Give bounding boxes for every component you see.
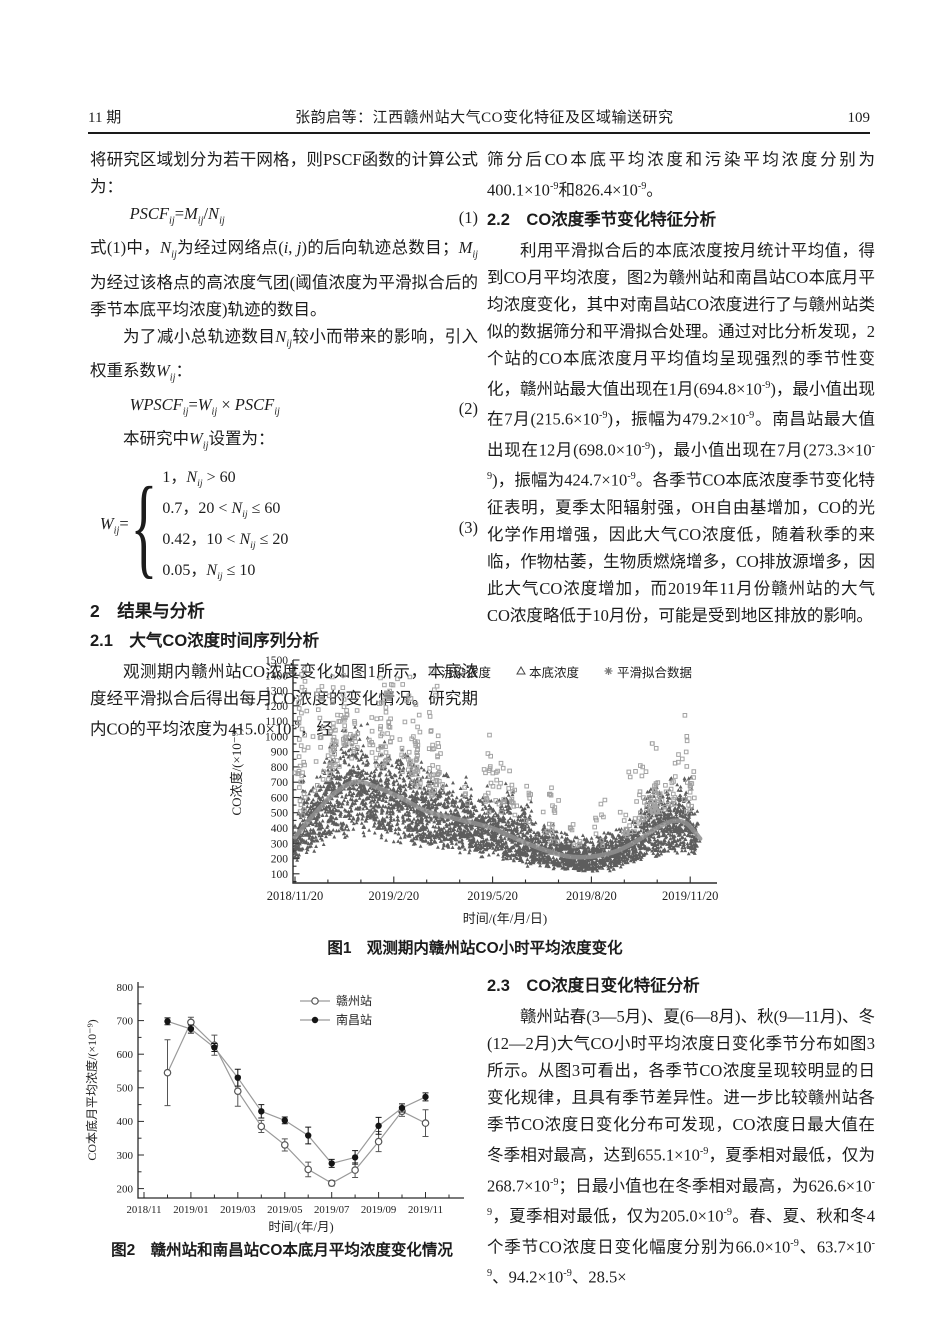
figure1-chart: 100 200 300 400 500 600 700 800 900 1000 1100 1200 1…: [225, 648, 745, 936]
figure1-caption: 图1 观测期内赣州站CO小时平均浓度变化: [327, 940, 623, 957]
equation-2-number: (2): [458, 398, 478, 418]
svg-text:100: 100: [271, 869, 289, 881]
case-row: 0.42，10 < Nij ≤ 20: [162, 531, 289, 552]
figure1-legend: 污染浓度 本底浓度 平滑拟合数据: [429, 665, 692, 680]
svg-text:200: 200: [271, 854, 289, 866]
case-row: 1，Nij > 60: [162, 468, 236, 489]
left-column: 将研究区域划分为若干网格，则PSCF函数的计算公式为： PSCFij=Mij/N…: [90, 146, 478, 742]
paragraph: 将研究区域划分为若干网格，则PSCF函数的计算公式为：: [90, 150, 478, 196]
svg-text:1300: 1300: [265, 686, 288, 698]
equation-1: PSCFij=Mij/Nij (1): [90, 200, 478, 234]
pollution-concentration-points: [292, 666, 697, 849]
svg-text:500: 500: [117, 1083, 134, 1095]
background-concentration-points: [293, 721, 702, 873]
svg-text:600: 600: [271, 793, 289, 805]
figure1-svg: 100 200 300 400 500 600 700 800 900 1000 1100 1200 1…: [229, 655, 718, 926]
equation-2-body: WPSCFij=Wij × PSCFij: [129, 395, 280, 418]
page-number: 109: [847, 110, 870, 126]
equation-1-body: PSCFij=Mij/Nij: [129, 204, 225, 227]
header-rule: [88, 132, 870, 134]
svg-text:2018/11: 2018/11: [127, 1204, 162, 1216]
svg-text:400: 400: [117, 1116, 134, 1128]
svg-text:平滑拟合数据: 平滑拟合数据: [617, 665, 692, 680]
paragraph: 本研究中Wij设置为：: [123, 429, 275, 452]
figure2-caption: 图2 赣州站和南昌站CO本底月平均浓度变化情况: [111, 1242, 453, 1259]
error-bars-赣州站: [164, 1016, 429, 1187]
svg-text:2019/2/20: 2019/2/20: [368, 889, 419, 903]
svg-text:800: 800: [117, 982, 134, 994]
running-title: 张韵启等：江西赣州站大气CO变化特征及区域输送研究: [295, 110, 674, 126]
page-header: 11 期 张韵启等：江西赣州站大气CO变化特征及区域输送研究 109: [88, 106, 870, 127]
section-heading-2-1: 2.1 大气CO浓度时间序列分析: [90, 631, 320, 650]
svg-text:200: 200: [117, 1183, 134, 1195]
svg-text:600: 600: [117, 1049, 134, 1061]
equation-3-number: (3): [458, 517, 478, 537]
svg-text:700: 700: [271, 777, 289, 789]
equation-3-lhs: Wij=: [99, 514, 129, 537]
figure1-xlabel: 时间/(年/月/日): [463, 911, 548, 926]
svg-text:2019/01: 2019/01: [173, 1204, 208, 1216]
svg-text:污染浓度: 污染浓度: [441, 665, 492, 680]
series-line-赣州站: [166, 1021, 426, 1184]
svg-text:2019/07: 2019/07: [314, 1204, 350, 1216]
error-bars-南昌站: [164, 1017, 429, 1168]
svg-text:500: 500: [271, 808, 289, 820]
section-heading-2: 2 结果与分析: [90, 600, 205, 621]
case-row: 0.05，Nij ≤ 10: [162, 562, 256, 583]
svg-text:1200: 1200: [265, 701, 288, 713]
equation-2: WPSCFij=Wij × PSCFij (2): [90, 391, 478, 425]
svg-text:1500: 1500: [265, 655, 288, 667]
paragraph: 式(1)中，Nij为经过网络点(i, j)的后向轨迹总数目；Mij为经过该格点的…: [90, 238, 478, 319]
svg-text:本底浓度: 本底浓度: [529, 665, 580, 680]
svg-text:800: 800: [271, 762, 289, 774]
section-heading-2-2: 2.2 CO浓度季节变化特征分析: [487, 210, 717, 229]
svg-text:1000: 1000: [265, 731, 288, 743]
paragraph: 利用平滑拟合后的本底浓度按月统计平均值，得到CO月平均浓度，图2为赣州站和南昌站…: [487, 240, 875, 625]
figure1-ylabel: CO浓度/(×10⁻⁹): [229, 727, 244, 815]
figure2-chart: 200 300 400 500 600 700 800 2018/11 2019/01 2019/…: [82, 968, 480, 1236]
curly-brace: {: [130, 465, 157, 590]
svg-text:400: 400: [271, 823, 289, 835]
svg-text:2018/11/20: 2018/11/20: [267, 889, 323, 903]
figure2-xlabel: 时间/(年/月): [268, 1220, 333, 1234]
svg-text:2019/09: 2019/09: [361, 1204, 396, 1216]
figure2-plot: 200 300 400 500 600 700 800 2018/11 2019/01 2019/…: [82, 968, 480, 1241]
svg-text:2019/8/20: 2019/8/20: [566, 889, 617, 903]
svg-text:900: 900: [271, 747, 289, 759]
svg-text:2019/5/20: 2019/5/20: [467, 889, 518, 903]
svg-text:300: 300: [271, 838, 289, 850]
figure1-plot: 100 200 300 400 500 600 700 800 900 1000 1100 1200 1…: [225, 648, 745, 941]
paragraph: 为了减小总轨迹数目Nij较小而带来的影响，引入权重系数Wij：: [90, 326, 479, 384]
svg-text:2019/11/20: 2019/11/20: [662, 889, 718, 903]
right-column-lower: 2.3 CO浓度日变化特征分析 赣州站春(3—5月)、夏(6—8月)、秋(9—1…: [487, 970, 875, 1291]
paragraph: 赣州站春(3—5月)、夏(6—8月)、秋(9—11月)、冬(12—2月)大气CO…: [487, 1007, 876, 1287]
paragraph: 筛分后CO本底平均浓度和污染平均浓度分别为400.1×10-9和826.4×10…: [487, 150, 875, 200]
series-line-南昌站: [167, 1020, 426, 1165]
case-row: 0.7，20 < Nij ≤ 60: [162, 499, 281, 521]
right-column: 筛分后CO本底平均浓度和污染平均浓度分别为400.1×10-9和826.4×10…: [487, 146, 875, 629]
svg-text:赣州站: 赣州站: [336, 994, 372, 1008]
issue-number: 11 期: [88, 110, 122, 126]
equation-1-number: (1): [458, 207, 478, 227]
svg-text:1100: 1100: [265, 716, 288, 728]
svg-text:2019/11: 2019/11: [408, 1204, 443, 1216]
figure2-ylabel: CO本底月平均浓度/(×10⁻⁹): [84, 1019, 99, 1160]
figure2-svg: 200 300 400 500 600 700 800 2018/11 2019/01 2019/…: [84, 982, 464, 1234]
svg-text:1400: 1400: [265, 670, 288, 682]
svg-text:2019/03: 2019/03: [220, 1204, 255, 1216]
svg-text:300: 300: [117, 1150, 134, 1162]
svg-text:2019/05: 2019/05: [267, 1204, 302, 1216]
smooth-fit-line: [292, 779, 703, 860]
svg-text:南昌站: 南昌站: [336, 1012, 372, 1027]
svg-text:700: 700: [117, 1015, 134, 1027]
section-heading-2-3: 2.3 CO浓度日变化特征分析: [487, 977, 700, 995]
equation-3-cases: 1，Nij > 60 0.7，20 < Nij ≤ 60 0.42，10 < N…: [162, 465, 288, 590]
equation-3: Wij= { 1，Nij > 60 0.7，20 < Nij ≤ 60 0.42…: [90, 465, 478, 590]
